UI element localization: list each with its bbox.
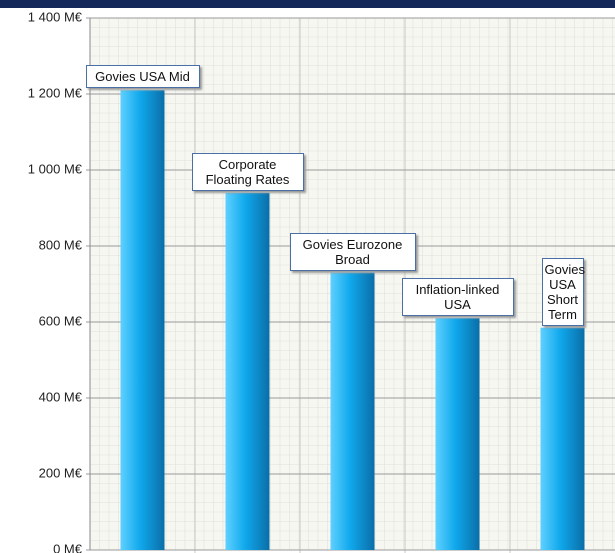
category-label: Corporate Floating Rates <box>191 152 304 191</box>
y-tick-label: 200 M€ <box>39 465 83 480</box>
y-tick-label: 1 200 M€ <box>28 85 83 100</box>
y-tick-label: 600 M€ <box>39 313 83 328</box>
y-tick-label: 1 000 M€ <box>28 161 83 176</box>
bar <box>330 272 375 550</box>
y-tick-label: 800 M€ <box>39 237 83 252</box>
category-label: Govies USA Mid <box>85 65 200 89</box>
category-label: Govies USA Short Term <box>541 257 585 326</box>
category-label: Inflation-linked USA <box>401 278 514 317</box>
y-tick-label: 400 M€ <box>39 389 83 404</box>
y-tick-label: 0 M€ <box>53 541 83 553</box>
bar <box>435 318 480 550</box>
bar <box>540 327 585 550</box>
category-label: Govies Eurozone Broad <box>289 232 416 271</box>
header-band <box>0 0 615 8</box>
bar <box>225 192 270 551</box>
y-tick-label: 1 400 M€ <box>28 9 83 24</box>
bar <box>120 90 165 550</box>
